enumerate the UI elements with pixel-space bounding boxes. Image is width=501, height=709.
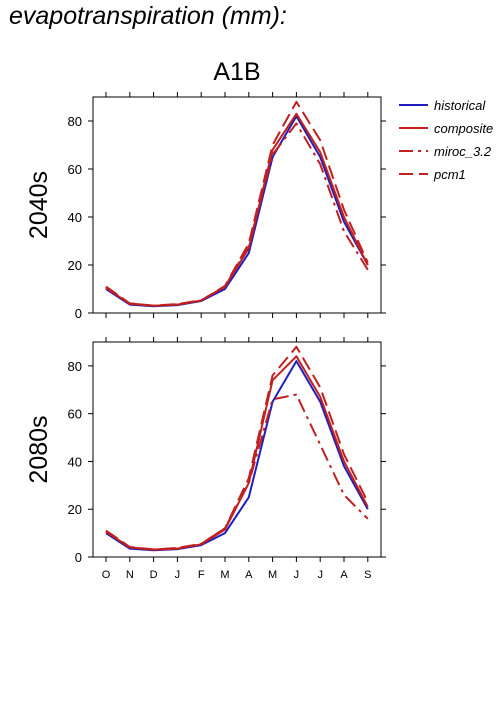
x-tick-label: F [198,569,205,581]
y-tick-label: 60 [68,407,82,422]
series-line-historical [105,360,369,552]
y-tick-label: 60 [68,162,82,177]
series-line-composite [105,355,369,551]
panel-2080s: 0 20 40 60 80 O N D J F M A M J J A S 2080s [25,337,386,581]
y-tick-label: 20 [68,502,82,517]
x-tick-label: S [364,569,371,581]
legend-item: historical [399,98,486,113]
y-tick-label: 80 [68,359,82,374]
y-tick-label: 40 [68,210,82,225]
x-tick-label: N [126,569,134,581]
series-line-composite [105,112,369,307]
legend-item: composite [399,121,493,136]
legend-label: composite [434,121,493,136]
legend-label: historical [434,98,486,113]
series-line-pcm1 [105,345,369,551]
panel-2040s: 0 20 40 60 80 2040s [25,92,386,321]
chart-title: evapotranspiration (mm): [9,2,287,30]
legend-item: pcm1 [399,167,466,182]
legend-label: miroc_3.2 [434,144,492,159]
series-line-miroc-3-2 [105,122,369,307]
series-line-pcm1 [105,100,369,307]
x-tick-label: J [317,569,323,581]
legend-label: pcm1 [433,167,466,182]
legend: historical composite miroc_3.2 pcm1 [399,98,493,182]
x-tick-label: M [268,569,277,581]
x-tick-label: M [220,569,229,581]
legend-item: miroc_3.2 [399,144,492,159]
x-tick-label: O [102,569,111,581]
x-tick-label: A [340,569,348,581]
y-tick-label: 0 [75,306,82,321]
panel-label: 2040s [25,171,53,239]
x-tick-label: A [245,569,253,581]
panel-label: 2080s [25,415,53,483]
y-tick-label: 20 [68,258,82,273]
plot-frame [92,96,382,314]
x-tick-label: J [294,569,300,581]
x-tick-label: J [175,569,181,581]
y-tick-label: 0 [75,550,82,565]
y-tick-label: 40 [68,454,82,469]
x-tick-label: D [150,569,158,581]
plot-frame [92,341,382,558]
scenario-title: A1B [213,58,260,86]
y-tick-label: 80 [68,114,82,129]
series-line-historical [105,115,369,308]
